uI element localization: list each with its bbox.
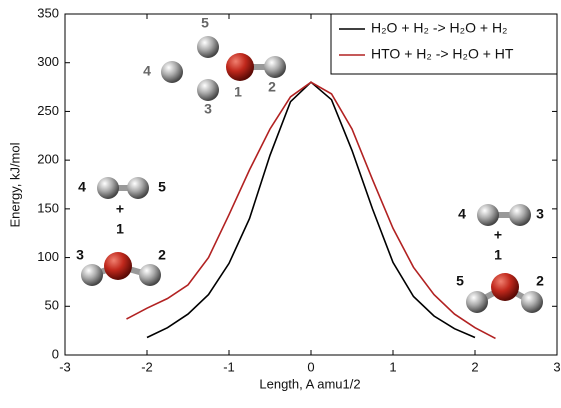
legend-label: H₂O + H₂ -> H₂O + H₂ xyxy=(371,20,508,36)
y-tick-label: 100 xyxy=(37,249,59,264)
atom-label: 1 xyxy=(234,84,242,100)
x-tick-label: 2 xyxy=(471,359,478,374)
x-tick-label: 3 xyxy=(553,359,560,374)
legend-label: HTO + H₂ -> H₂O + HT xyxy=(371,46,514,62)
series-line xyxy=(146,81,476,339)
x-tick-label: -3 xyxy=(59,359,71,374)
legend-box xyxy=(330,13,558,75)
y-tick-label: 150 xyxy=(37,200,59,215)
atom-label: 3 xyxy=(204,101,212,117)
atom-label: 3 xyxy=(536,206,544,222)
x-tick-label: -2 xyxy=(141,359,153,374)
atom-label: 4 xyxy=(78,179,86,195)
y-tick-label: 200 xyxy=(37,152,59,167)
atom-label: 1 xyxy=(116,221,124,237)
atom-label: 5 xyxy=(158,179,166,195)
y-tick-label: 350 xyxy=(37,5,59,20)
molecule xyxy=(81,36,543,313)
x-axis-label: Length, A amu1/2 xyxy=(259,376,360,391)
y-tick-label: 300 xyxy=(37,54,59,69)
atom-label: 5 xyxy=(201,15,209,31)
plus-sign: + xyxy=(494,227,502,243)
x-tick-label: 1 xyxy=(389,359,396,374)
x-tick-label: -1 xyxy=(223,359,235,374)
plus-sign: + xyxy=(116,201,124,217)
atom-label: 2 xyxy=(268,79,276,95)
y-axis-label: Energy, kJ/mol xyxy=(7,142,22,227)
series-line xyxy=(126,81,496,340)
x-tick-label: 0 xyxy=(307,359,314,374)
atom-label: 3 xyxy=(76,247,84,263)
atom-label: 2 xyxy=(536,273,544,289)
y-tick-label: 250 xyxy=(37,103,59,118)
y-tick-label: 0 xyxy=(52,346,59,361)
y-tick-label: 50 xyxy=(45,298,59,313)
atom-label: 2 xyxy=(158,247,166,263)
atom-label: 1 xyxy=(494,247,502,263)
atom-label: 4 xyxy=(143,63,151,79)
atom-label: 5 xyxy=(456,273,464,289)
atom-label: 4 xyxy=(458,206,466,222)
